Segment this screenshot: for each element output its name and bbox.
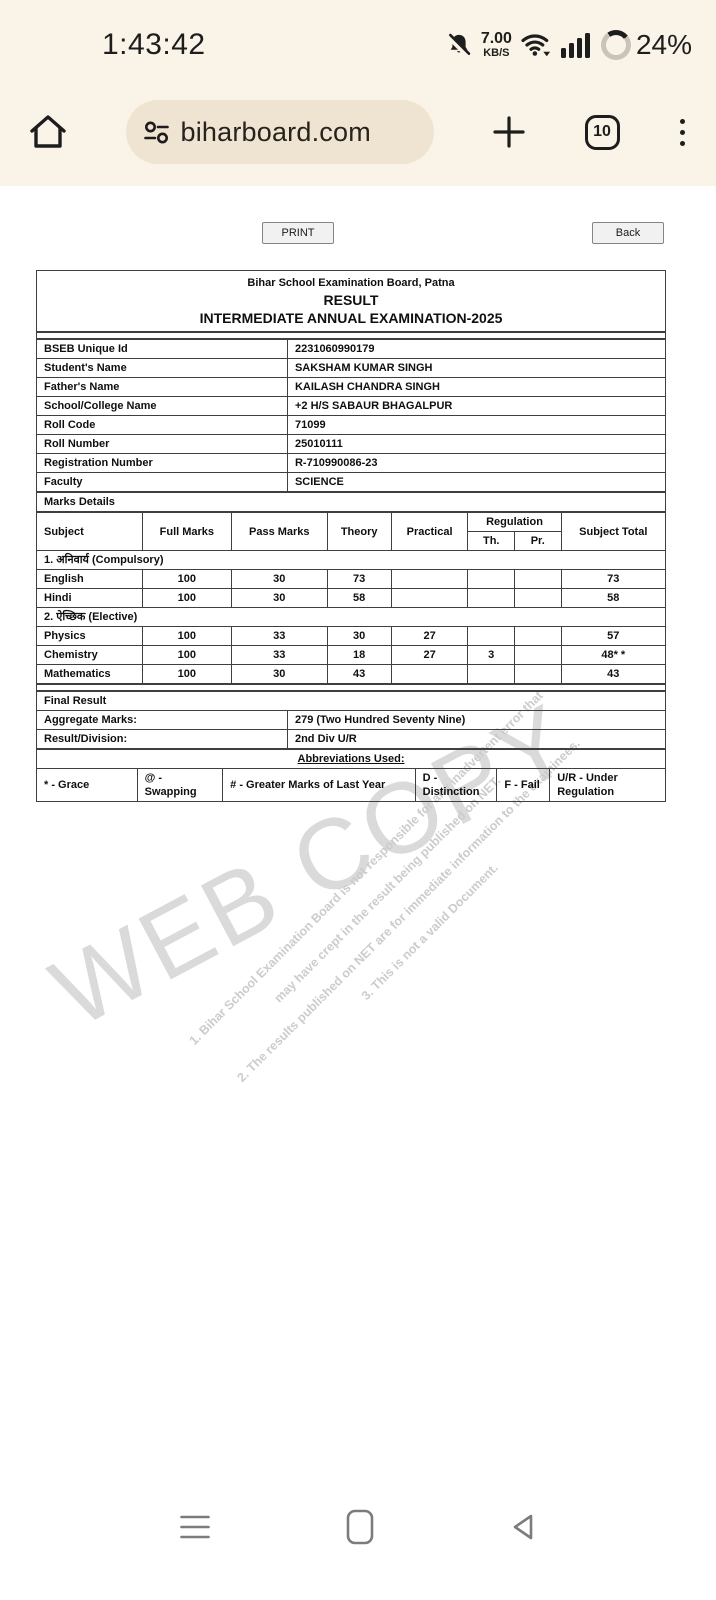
abbreviations-table: Abbreviations Used: * - Grace @ - Swappi… [36,749,666,802]
wifi-icon [521,32,551,58]
marks-subheader-row: Th. Pr. [37,531,666,551]
battery-indicator: 24% [600,29,692,61]
new-tab-button[interactable] [490,113,528,151]
table-row: Physics 100 33 30 27 57 [36,626,667,646]
clock: 1:43:42 [102,28,206,61]
table-row: Student's Name SAKSHAM KUMAR SINGH [36,358,667,378]
home-button[interactable] [27,112,69,152]
table-row: BSEB Unique Id 2231060990179 [36,339,667,359]
site-settings-icon [143,119,170,146]
spacer-row [36,332,666,339]
network-speed-indicator: 7.00 KB/S [480,30,512,59]
board-title: Bihar School Examination Board, Patna [247,277,455,289]
back-button[interactable]: Back [592,222,664,244]
table-row: English 100 30 73 73 [36,569,667,589]
browser-chrome: 1:43:42 7.00 KB/S [0,0,716,186]
abbreviations-title: Abbreviations Used: [297,753,405,765]
table-row: Roll Code 71099 [36,415,667,435]
final-result-label: Final Result [36,691,666,711]
table-row: Hindi 100 30 58 58 [36,588,667,608]
battery-ring-icon [600,30,631,60]
back-nav-button[interactable] [510,1512,536,1542]
print-button[interactable]: PRINT [262,222,334,244]
section-elective: 2. ऐच्छिक (Elective) [36,607,666,627]
home-nav-button[interactable] [346,1509,374,1545]
spacer-row [36,684,666,691]
final-result-table: Final Result Aggregate Marks: 279 (Two Hu… [36,691,667,749]
status-icons: 7.00 KB/S [446,29,692,61]
marks-details-label: Marks Details [36,492,666,512]
url-text: biharboard.com [180,116,371,147]
student-info-table: BSEB Unique Id 2231060990179 Student's Na… [36,339,667,492]
menu-button[interactable] [676,115,689,150]
table-row: Faculty SCIENCE [36,472,667,492]
table-row: Father's Name KAILASH CHANDRA SINGH [36,377,667,397]
url-bar[interactable]: biharboard.com [125,100,434,164]
result-heading: RESULT [323,292,379,308]
table-row: Aggregate Marks: 279 (Two Hundred Seventy… [36,710,667,730]
notifications-muted-icon [446,32,472,58]
tab-switcher-button[interactable]: 10 [584,114,620,150]
result-header-table: Bihar School Examination Board, Patna RE… [36,270,666,332]
section-compulsory: 1. अनिवार्य (Compulsory) [36,550,666,570]
marks-details-label-table: Marks Details [36,492,666,512]
marks-table: Subject Full Marks Pass Marks Theory Pra… [36,512,667,684]
browser-toolbar: biharboard.com 10 [0,99,716,165]
marks-header-row: Subject Full Marks Pass Marks Theory Pra… [36,512,667,551]
table-row: Mathematics 100 30 43 43 [36,664,667,684]
android-nav-bar [0,1496,716,1558]
table-row: Chemistry 100 33 18 27 3 48* * [36,645,667,665]
status-bar: 1:43:42 7.00 KB/S [0,20,716,70]
table-row: Registration Number R-710990086-23 [36,453,667,473]
abbreviations-row: * - Grace @ - Swapping # - Greater Marks… [36,768,666,802]
table-row: School/College Name +2 H/S SABAUR BHAGALP… [36,396,667,416]
table-row: Result/Division: 2nd Div U/R [36,729,667,749]
exam-heading: INTERMEDIATE ANNUAL EXAMINATION-2025 [199,310,503,326]
result-document: Bihar School Examination Board, Patna RE… [36,270,667,802]
table-row: Roll Number 25010111 [36,434,667,454]
cell-signal-icon [560,32,592,59]
recents-button[interactable] [180,1514,210,1541]
